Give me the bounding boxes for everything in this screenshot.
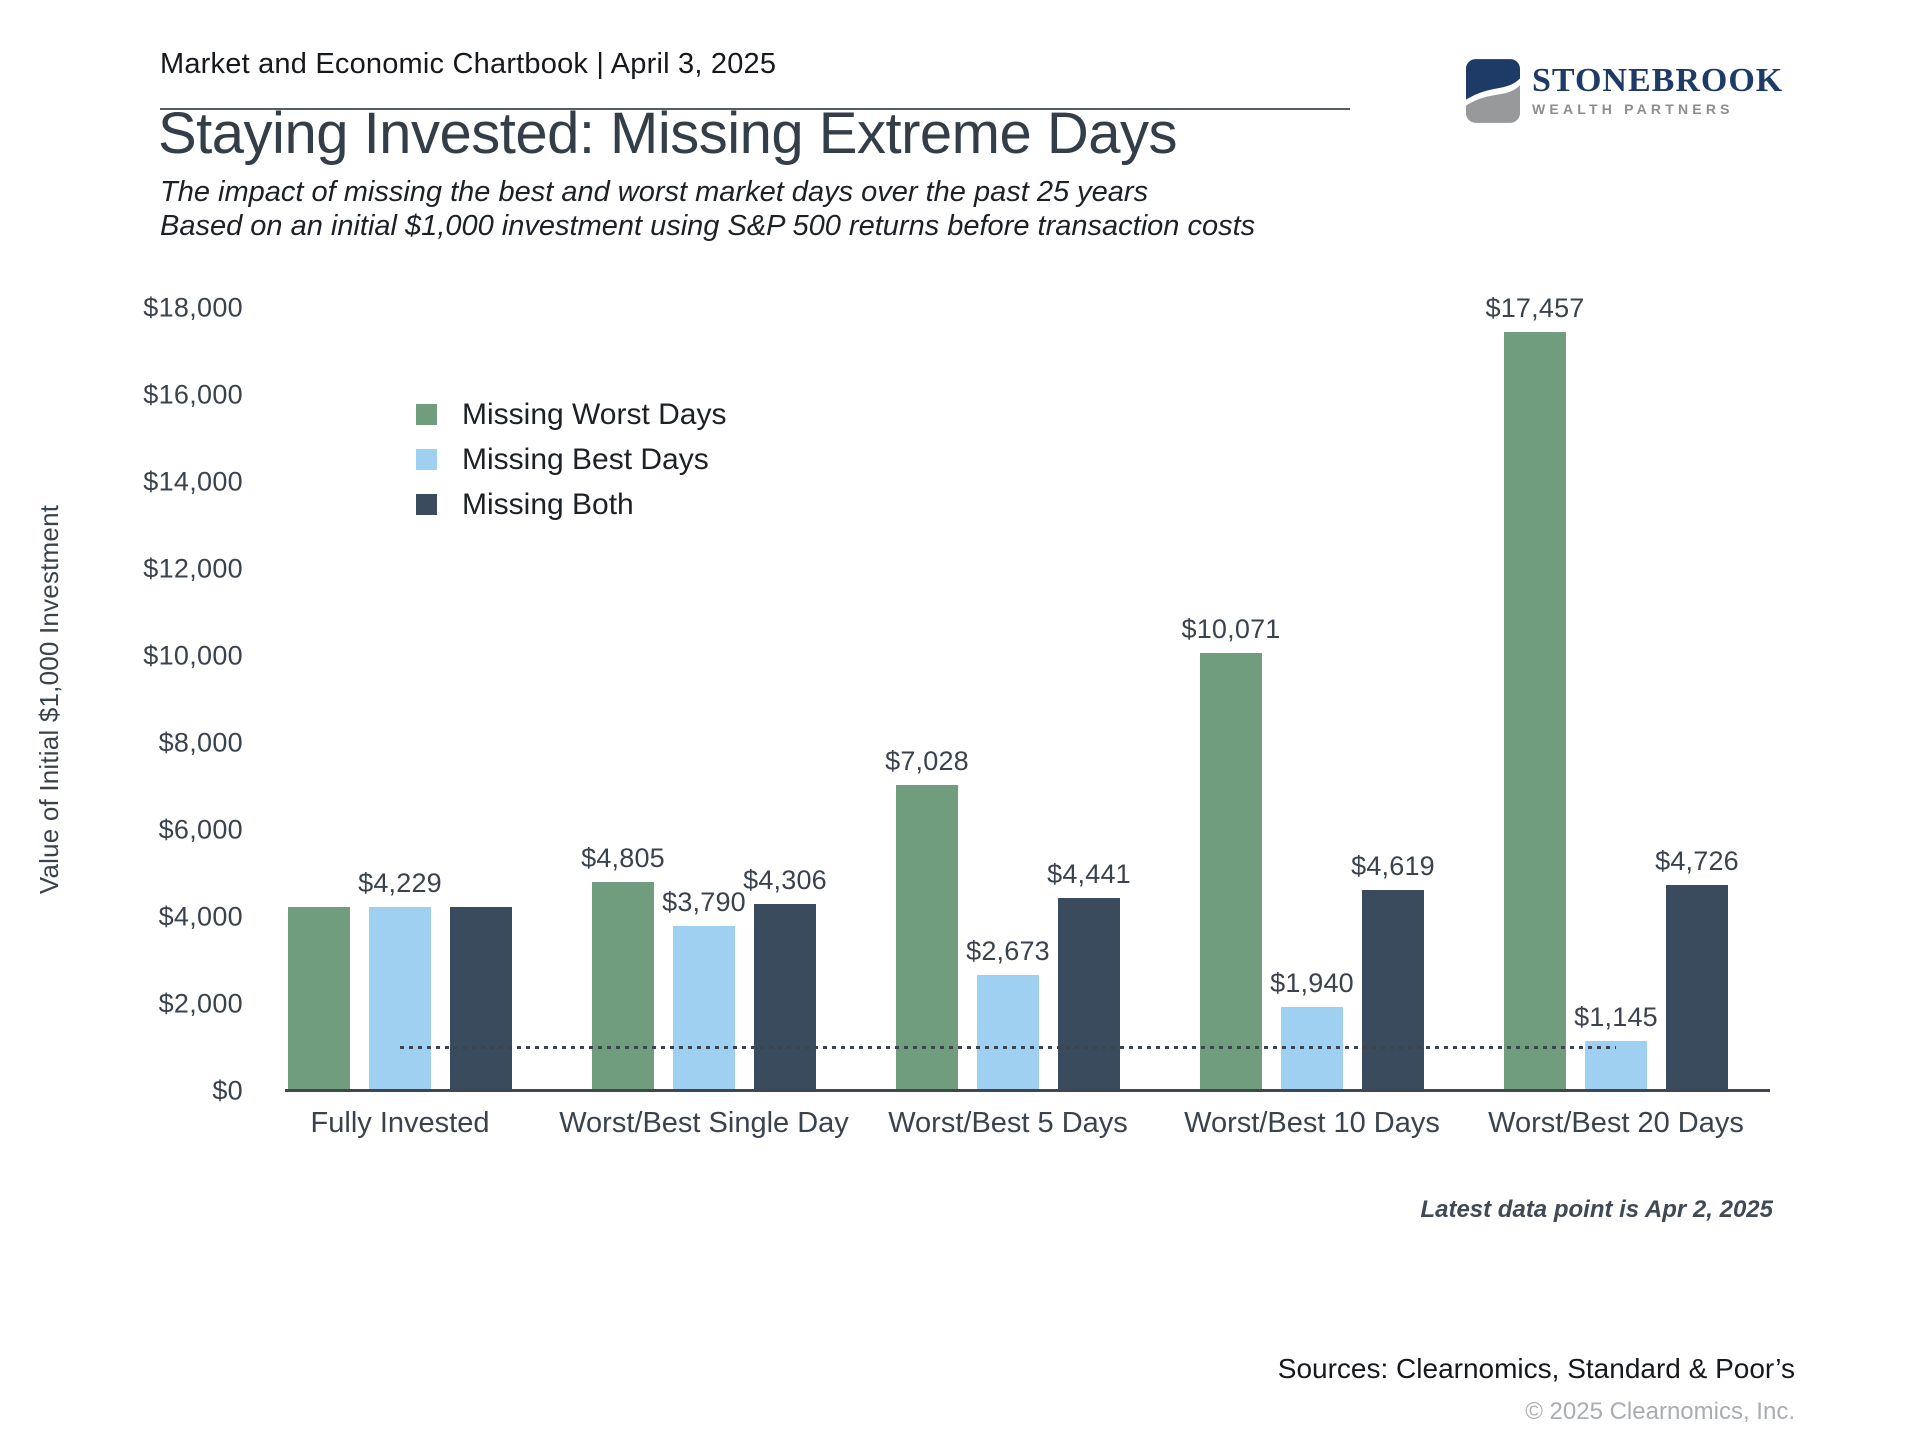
chart-legend: Missing Worst Days Missing Best Days Missi… <box>416 392 727 527</box>
bar-missing-best-days-worst-best-5-days: $2,673 <box>966 936 1050 1091</box>
bar-missing-both-worst-best-single-day: $4,306 <box>743 865 827 1091</box>
value-label-missing-best-days-worst-best-single-day: $3,790 <box>662 887 746 918</box>
bar-missing-worst-days-worst-best-20-days: $17,457 <box>1486 293 1584 1091</box>
page-title: Staying Invested: Missing Extreme Days <box>158 101 1177 166</box>
x-category-label-worst-best-10-days: Worst/Best 10 Days <box>1184 1107 1440 1139</box>
value-label-missing-both-worst-best-5-days: $4,441 <box>1047 858 1131 889</box>
bar-group-fully-invested: $4,229 Fully Invested <box>288 308 512 1139</box>
x-category-label-fully-invested: Fully Invested <box>310 1107 490 1139</box>
bar-missing-worst-days-fully-invested <box>288 907 350 1091</box>
bar-missing-best-days-worst-best-20-days: $1,145 <box>1574 1002 1658 1091</box>
legend-item-missing-worst-days: Missing Worst Days <box>416 392 727 437</box>
bar-missing-both-worst-best-5-days: $4,441 <box>1047 859 1131 1091</box>
header-divider <box>160 108 1350 110</box>
y-axis-ticks: $0 $2,000 $4,000 $6,000 $8,000 $10,000 $12,000… <box>0 293 243 1106</box>
subtitle-line-1: The impact of missing the best and worst… <box>160 176 1149 208</box>
legend-swatch-missing-best-days <box>416 449 437 470</box>
copyright-line: © 2025 Clearnomics, Inc. <box>1525 1398 1795 1425</box>
value-label-missing-both-worst-best-single-day: $4,306 <box>743 864 827 895</box>
x-category-label-worst-best-single-day: Worst/Best Single Day <box>559 1107 849 1139</box>
sources-line: Sources: Clearnomics, Standard & Poor’s <box>1277 1353 1795 1384</box>
legend-swatch-missing-worst-days <box>416 404 437 425</box>
bar-group-worst-best-10-days: $10,071 $1,940 $4,619 Worst/Best 10 Days <box>1182 308 1440 1139</box>
legend-item-missing-best-days: Missing Best Days <box>416 437 727 482</box>
legend-swatch-missing-both <box>416 494 437 515</box>
y-tick-6-000: $6,000 <box>158 814 243 845</box>
logo-tagline: WEALTH PARTNERS <box>1532 101 1734 117</box>
chartbook-header: Market and Economic Chartbook | April 3,… <box>160 48 777 80</box>
y-tick-0: $0 <box>212 1075 243 1106</box>
bar-missing-best-days-worst-best-10-days: $1,940 <box>1270 968 1354 1091</box>
value-label-missing-best-days-fully-invested: $4,229 <box>358 868 442 899</box>
bar-group-worst-best-20-days: $17,457 $1,145 $4,726 Worst/Best 20 Days <box>1486 293 1744 1139</box>
legend-label-missing-worst-days: Missing Worst Days <box>462 397 727 431</box>
bar-missing-worst-days-worst-best-single-day: $4,805 <box>581 843 665 1091</box>
plot-area: Missing Worst Days Missing Best Days Missi… <box>285 293 1770 1139</box>
y-tick-12-000: $12,000 <box>143 553 243 584</box>
x-axis-line <box>285 1089 1770 1092</box>
x-category-label-worst-best-5-days: Worst/Best 5 Days <box>888 1107 1128 1139</box>
x-category-label-worst-best-20-days: Worst/Best 20 Days <box>1488 1107 1744 1139</box>
bar-missing-worst-days-worst-best-10-days: $10,071 <box>1182 614 1280 1091</box>
value-label-missing-both-worst-best-10-days: $4,619 <box>1351 851 1435 882</box>
bar-missing-both-worst-best-10-days: $4,619 <box>1351 851 1435 1091</box>
y-tick-8-000: $8,000 <box>158 727 243 758</box>
subtitle-line-2: Based on an initial $1,000 investment us… <box>160 210 1256 242</box>
legend-label-missing-best-days: Missing Best Days <box>462 442 709 476</box>
bar-group-worst-best-5-days: $7,028 $2,673 $4,441 Worst/Best 5 Days <box>885 308 1131 1139</box>
value-label-missing-both-worst-best-20-days: $4,726 <box>1655 846 1739 877</box>
logo-text: STONEBROOK WEALTH PARTNERS <box>1532 58 1784 118</box>
value-label-missing-worst-days-worst-best-20-days: $17,457 <box>1485 292 1585 323</box>
y-tick-16-000: $16,000 <box>143 379 243 410</box>
y-tick-14-000: $14,000 <box>143 466 243 497</box>
y-tick-18-000: $18,000 <box>143 292 243 323</box>
value-label-missing-best-days-worst-best-5-days: $2,673 <box>966 935 1050 966</box>
bar-missing-best-days-worst-best-single-day: $3,790 <box>662 887 746 1091</box>
bar-group-worst-best-single-day: $4,805 $3,790 $4,306 Worst/Best Single Day <box>559 308 849 1139</box>
bar-missing-both-fully-invested <box>450 907 512 1091</box>
stonebrook-road-icon <box>1466 59 1520 123</box>
y-tick-4-000: $4,000 <box>158 901 243 932</box>
legend-label-missing-both: Missing Both <box>462 487 634 521</box>
company-logo: STONEBROOK WEALTH PARTNERS <box>1466 58 1783 124</box>
value-label-missing-best-days-worst-best-10-days: $1,940 <box>1270 967 1354 998</box>
value-label-missing-best-days-worst-best-20-days: $1,145 <box>1574 1002 1658 1033</box>
logo-name: STONEBROOK <box>1532 62 1784 99</box>
bar-missing-best-days-fully-invested: $4,229 <box>358 868 442 1091</box>
latest-data-footnote: Latest data point is Apr 2, 2025 <box>1420 1196 1773 1223</box>
bar-missing-worst-days-worst-best-5-days: $7,028 <box>885 746 969 1091</box>
initial-investment-reference-line <box>400 1045 1616 1049</box>
y-tick-2-000: $2,000 <box>158 988 243 1019</box>
bar-missing-both-worst-best-20-days: $4,726 <box>1655 846 1739 1091</box>
y-tick-10-000: $10,000 <box>143 640 243 671</box>
value-label-missing-worst-days-worst-best-single-day: $4,805 <box>581 842 665 873</box>
value-label-missing-worst-days-worst-best-10-days: $10,071 <box>1181 613 1281 644</box>
legend-item-missing-both: Missing Both <box>416 482 727 527</box>
value-label-missing-worst-days-worst-best-5-days: $7,028 <box>885 746 969 777</box>
